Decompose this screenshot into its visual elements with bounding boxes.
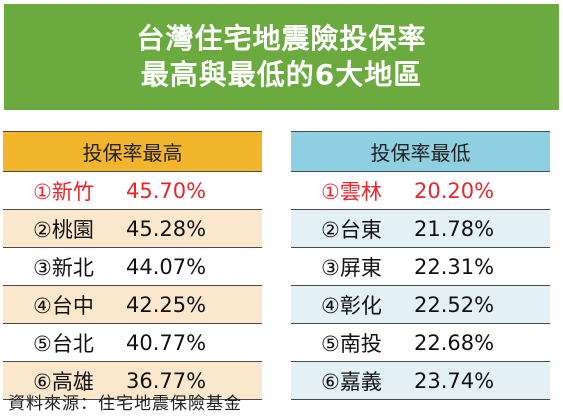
table-row: ⑤南投 22.68% [291, 324, 550, 362]
rate-value: 42.25% [126, 292, 207, 317]
table-row: ①雲林 20.20% [291, 172, 550, 210]
region-name: ②台東 [321, 217, 382, 242]
rate-value: 20.20% [414, 178, 495, 203]
table-row: ④彰化 22.52% [291, 286, 550, 324]
table-row: ③新北 44.07% [3, 248, 262, 286]
title-line-1: 台灣住宅地震險投保率 [136, 22, 427, 55]
rate-value: 21.78% [414, 216, 495, 241]
region-name: ①新竹 [33, 179, 94, 204]
rate-value: 22.52% [414, 292, 495, 317]
rate-value: 40.77% [126, 330, 207, 355]
table-row: ③屏東 22.31% [291, 248, 550, 286]
source-note: 資料來源：住宅地震保險基金 [8, 394, 242, 414]
highest-rate-header: 投保率最高 [3, 132, 262, 172]
region-name: ④彰化 [321, 293, 382, 318]
region-name: ⑥高雄 [33, 369, 94, 394]
rate-value: 44.07% [126, 254, 207, 279]
lowest-rate-table: 投保率最低 ①雲林 20.20% ②台東 21.78% ③屏東 22.31% ④… [291, 131, 550, 400]
region-name: ③屏東 [321, 255, 382, 280]
table-row: ④台中 42.25% [3, 286, 262, 324]
table-row: ②桃園 45.28% [3, 210, 262, 248]
rate-value: 36.77% [126, 368, 207, 393]
rate-value: 45.28% [126, 216, 207, 241]
region-name: ⑤台北 [33, 331, 94, 356]
region-name: ④台中 [33, 293, 94, 318]
title-line-2: 最高與最低的6大地區 [140, 58, 423, 91]
region-name: ①雲林 [321, 179, 382, 204]
lowest-rate-header: 投保率最低 [291, 132, 550, 172]
table-row: ⑥嘉義 23.74% [291, 362, 550, 400]
table-row: ⑥高雄 36.77% [3, 362, 262, 400]
rate-value: 22.31% [414, 254, 495, 279]
region-name: ⑥嘉義 [321, 369, 382, 394]
table-row: ⑤台北 40.77% [3, 324, 262, 362]
table-row: ②台東 21.78% [291, 210, 550, 248]
table-row: ①新竹 45.70% [3, 172, 262, 210]
highest-rate-table: 投保率最高 ①新竹 45.70% ②桃園 45.28% ③新北 44.07% ④… [3, 131, 262, 400]
region-name: ③新北 [33, 255, 94, 280]
region-name: ⑤南投 [321, 331, 382, 356]
region-name: ②桃園 [33, 217, 94, 242]
rate-value: 23.74% [414, 368, 495, 393]
rate-value: 22.68% [414, 330, 495, 355]
title-banner: 台灣住宅地震險投保率 最高與最低的6大地區 [4, 4, 559, 110]
rate-value: 45.70% [126, 178, 207, 203]
